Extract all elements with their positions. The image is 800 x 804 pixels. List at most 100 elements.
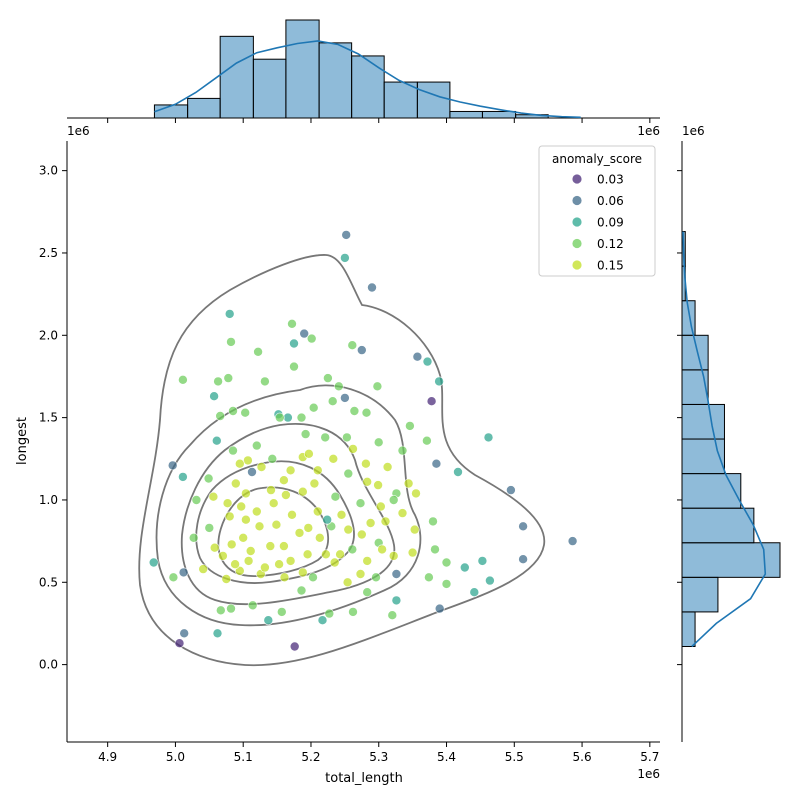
contour-level-1 [138,254,546,667]
scatter-point [278,475,289,486]
scatter-point [279,572,290,583]
y-axis-label: longest [15,417,30,465]
scatter-point [297,567,308,578]
scatter-point [297,486,308,497]
scatter-point [312,465,323,476]
scatter-point [355,569,366,580]
marginal-x-bar [318,42,353,119]
legend: anomaly_score 0.03 0.06 0.09 0.12 0.15 [538,145,656,277]
scatter-point [360,458,371,469]
scatter-point [427,516,438,527]
scatter-point [299,328,310,339]
scatter-point [225,603,236,614]
y-tick-label: 0.5 [39,575,58,589]
scatter-point [217,550,228,561]
scatter-point [288,338,299,349]
scatter-point [347,443,358,454]
scatter-point [387,610,398,621]
scatter-point [330,491,341,502]
scatter-point [259,376,270,387]
scatter-point [254,521,265,532]
scatter-point [215,410,226,421]
scatter-point [329,557,340,568]
x-tick-label: 5.3 [369,750,388,764]
scatter-point [391,569,402,580]
scatter-point [240,488,251,499]
scatter-point [276,606,287,617]
scatter-point [312,506,323,517]
contour-level-2 [155,384,422,627]
x-tick-label: 4.9 [98,750,117,764]
marginal-y-bar [681,369,709,405]
scatter-point [347,544,358,555]
scatter-point [505,485,516,496]
scatter-point [223,373,234,384]
scatter-point [339,252,350,263]
scatter-point [373,480,384,491]
marginal-x-bar [383,81,418,119]
scatter-point [441,557,452,568]
legend-label: 0.12 [597,237,624,251]
axes: 4.9 5.0 5.1 5.2 5.3 5.4 5.5 5.6 5.7 0.0 0.5 1.0 1.5 2… [39,141,660,764]
legend-frame [538,145,656,277]
x-tick-label: 5.6 [573,750,592,764]
scatter-point [274,412,285,423]
scatter-point [426,396,437,407]
scatter-point [355,498,366,509]
scatter-point [434,376,445,387]
scatter-point [373,437,384,448]
marginal-x-bar [351,55,385,119]
scatter-point [317,615,328,626]
marginal-x-bar [481,110,517,119]
scatter-point [211,435,222,446]
scatter-point [168,572,179,583]
y-tick-label: 1.5 [39,411,58,425]
scatter-point [236,501,247,512]
legend-marker [572,195,582,206]
y-tick-label: 2.5 [39,246,58,260]
scatter-point [278,541,289,552]
scatter-point [309,478,320,489]
marginal-x-bar [153,104,189,119]
scatter-point [286,318,297,329]
scatter-point [518,554,529,565]
marginal-x-bar [219,35,254,119]
scatter-point [567,536,578,547]
marginal-y-bar [681,403,725,440]
scatter-point [203,473,214,484]
scatter-point [288,361,299,372]
scatter-point [280,489,291,500]
scatter-point [274,559,285,570]
scatter-point [452,466,463,477]
scatter-point [335,549,346,560]
scatter-point [484,575,495,586]
scatter-point [227,445,238,456]
legend-marker [572,238,582,249]
scatter-point [412,351,423,362]
scatter-point [259,562,270,573]
scatter-point [224,511,235,522]
marginal-y-bar [681,473,742,509]
scatter-point [191,494,202,505]
scatter-point [308,402,319,413]
marginal-y-kde [682,231,767,648]
scatter-point [362,555,373,566]
scatter-point [370,572,381,583]
x-tick-label: 5.4 [437,750,456,764]
scatter-point [286,509,297,520]
scatter-point [477,555,488,566]
scatter-point [238,532,249,543]
scatter-point [208,491,219,502]
scatter-point [322,373,333,384]
scatter-point [388,494,399,505]
x-tick-label: 5.0 [166,750,185,764]
scatter-point [178,567,189,578]
scatter-point [372,381,383,392]
scatter-point [431,458,442,469]
scatter-point [343,524,354,535]
scatter-point [349,405,360,416]
scatter-point [285,555,296,566]
scatter-point [324,608,335,619]
scatter-point [198,564,209,575]
